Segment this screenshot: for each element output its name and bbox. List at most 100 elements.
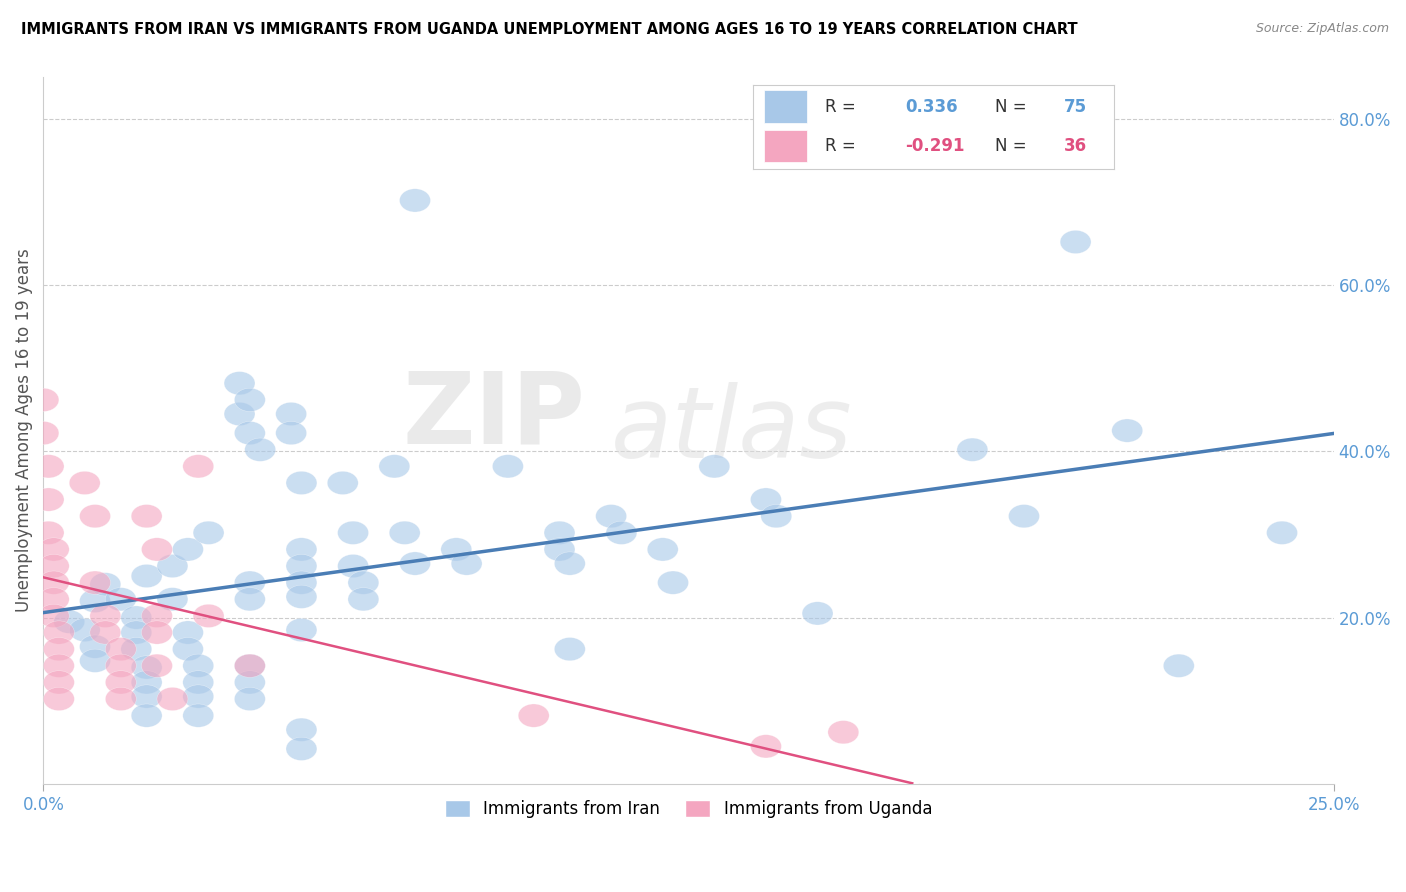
Ellipse shape <box>183 704 214 727</box>
Ellipse shape <box>1112 419 1143 442</box>
Ellipse shape <box>183 654 214 677</box>
Ellipse shape <box>451 552 482 575</box>
Ellipse shape <box>44 654 75 677</box>
Ellipse shape <box>105 638 136 661</box>
Ellipse shape <box>193 521 224 544</box>
Ellipse shape <box>1267 521 1298 544</box>
Ellipse shape <box>34 455 65 478</box>
Ellipse shape <box>235 671 266 694</box>
Ellipse shape <box>44 621 75 644</box>
Text: IMMIGRANTS FROM IRAN VS IMMIGRANTS FROM UGANDA UNEMPLOYMENT AMONG AGES 16 TO 19 : IMMIGRANTS FROM IRAN VS IMMIGRANTS FROM … <box>21 22 1078 37</box>
Ellipse shape <box>157 588 188 611</box>
Ellipse shape <box>544 538 575 561</box>
Ellipse shape <box>131 505 162 528</box>
Ellipse shape <box>751 488 782 511</box>
Ellipse shape <box>1163 654 1194 677</box>
Ellipse shape <box>90 621 121 644</box>
Ellipse shape <box>80 590 111 613</box>
Ellipse shape <box>235 654 266 677</box>
Ellipse shape <box>235 688 266 711</box>
Ellipse shape <box>44 638 75 661</box>
Ellipse shape <box>183 685 214 708</box>
Ellipse shape <box>28 421 59 445</box>
Ellipse shape <box>1008 505 1039 528</box>
Ellipse shape <box>142 538 173 561</box>
Ellipse shape <box>28 388 59 411</box>
Ellipse shape <box>142 654 173 677</box>
Ellipse shape <box>34 488 65 511</box>
Ellipse shape <box>801 602 832 625</box>
Ellipse shape <box>285 555 316 578</box>
Ellipse shape <box>157 555 188 578</box>
Ellipse shape <box>235 654 266 677</box>
Ellipse shape <box>285 538 316 561</box>
Ellipse shape <box>34 521 65 544</box>
Ellipse shape <box>121 638 152 661</box>
Ellipse shape <box>183 455 214 478</box>
Ellipse shape <box>554 638 585 661</box>
Ellipse shape <box>347 588 378 611</box>
Ellipse shape <box>389 521 420 544</box>
Ellipse shape <box>554 552 585 575</box>
Ellipse shape <box>105 588 136 611</box>
Text: ZIP: ZIP <box>402 368 585 465</box>
Ellipse shape <box>245 438 276 461</box>
Ellipse shape <box>80 649 111 673</box>
Ellipse shape <box>105 654 136 677</box>
Ellipse shape <box>173 621 204 644</box>
Ellipse shape <box>173 638 204 661</box>
Ellipse shape <box>121 621 152 644</box>
Ellipse shape <box>761 505 792 528</box>
Ellipse shape <box>131 671 162 694</box>
Ellipse shape <box>38 538 69 561</box>
Ellipse shape <box>80 505 111 528</box>
Ellipse shape <box>347 571 378 594</box>
Ellipse shape <box>276 402 307 425</box>
Ellipse shape <box>658 571 689 594</box>
Ellipse shape <box>285 571 316 594</box>
Ellipse shape <box>544 521 575 544</box>
Ellipse shape <box>285 618 316 641</box>
Ellipse shape <box>224 372 254 395</box>
Text: Source: ZipAtlas.com: Source: ZipAtlas.com <box>1256 22 1389 36</box>
Ellipse shape <box>142 621 173 644</box>
Ellipse shape <box>378 455 409 478</box>
Ellipse shape <box>131 704 162 727</box>
Legend: Immigrants from Iran, Immigrants from Uganda: Immigrants from Iran, Immigrants from Ug… <box>439 793 939 825</box>
Ellipse shape <box>596 505 627 528</box>
Ellipse shape <box>121 606 152 629</box>
Ellipse shape <box>699 455 730 478</box>
Ellipse shape <box>399 189 430 212</box>
Ellipse shape <box>38 588 69 611</box>
Ellipse shape <box>173 538 204 561</box>
Ellipse shape <box>53 610 84 633</box>
Ellipse shape <box>90 604 121 627</box>
Ellipse shape <box>142 604 173 627</box>
Ellipse shape <box>131 656 162 679</box>
Ellipse shape <box>492 455 523 478</box>
Y-axis label: Unemployment Among Ages 16 to 19 years: Unemployment Among Ages 16 to 19 years <box>15 249 32 613</box>
Ellipse shape <box>131 685 162 708</box>
Ellipse shape <box>399 552 430 575</box>
Ellipse shape <box>44 688 75 711</box>
Ellipse shape <box>285 737 316 761</box>
Ellipse shape <box>157 688 188 711</box>
Ellipse shape <box>44 671 75 694</box>
Ellipse shape <box>441 538 472 561</box>
Ellipse shape <box>235 588 266 611</box>
Ellipse shape <box>235 421 266 445</box>
Ellipse shape <box>193 604 224 627</box>
Ellipse shape <box>235 388 266 411</box>
Ellipse shape <box>957 438 988 461</box>
Ellipse shape <box>647 538 678 561</box>
Ellipse shape <box>337 555 368 578</box>
Ellipse shape <box>328 471 359 494</box>
Ellipse shape <box>69 471 100 494</box>
Ellipse shape <box>285 585 316 608</box>
Ellipse shape <box>285 718 316 741</box>
Ellipse shape <box>1060 230 1091 253</box>
Text: atlas: atlas <box>612 382 853 479</box>
Ellipse shape <box>183 671 214 694</box>
Ellipse shape <box>751 735 782 758</box>
Ellipse shape <box>519 704 550 727</box>
